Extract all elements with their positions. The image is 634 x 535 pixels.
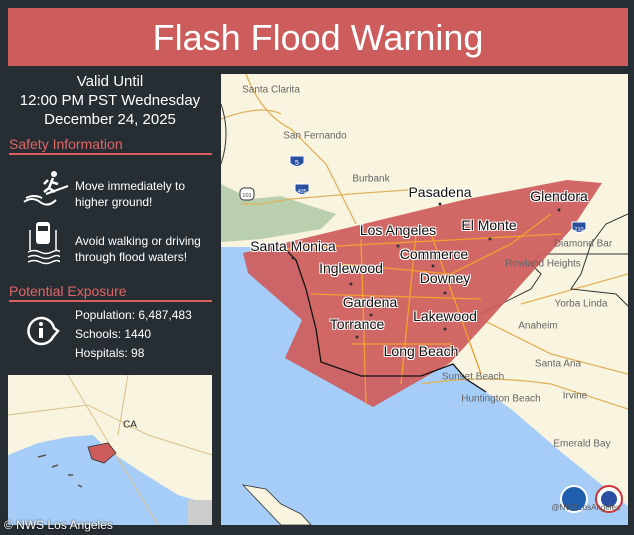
exposure-stats: Population: 6,487,483 Schools: 1440 Hosp… <box>75 306 192 363</box>
island <box>241 484 312 525</box>
inset-state-label: CA <box>123 419 137 431</box>
valid-time: 12:00 PM PST Wednesday <box>19 92 201 109</box>
credit: © NWS Los Angeles <box>4 518 113 532</box>
inset-map: CA <box>8 375 212 525</box>
city-label: Pasadena <box>408 184 472 200</box>
person-running-from-water-icon <box>23 171 69 206</box>
warning-map[interactable]: 5 405 101 210 Pasadena Glendora El Monte… <box>221 74 628 525</box>
safety-heading: Safety Information <box>9 136 212 155</box>
map-graphic <box>221 74 628 525</box>
noaa-nws-logos <box>560 485 623 513</box>
twitter-handle: @NWSLosAngeles <box>551 503 620 512</box>
schools: Schools: 1440 <box>75 327 152 341</box>
city-label: Inglewood <box>319 260 383 276</box>
city-label: Sunset Beach <box>441 371 505 383</box>
safety-item-2: Avoid walking or driving through flood wa… <box>75 233 201 265</box>
city-label: Downey <box>419 270 471 286</box>
city-label: Santa Clarita <box>242 84 300 96</box>
shield-label: 101 <box>242 193 251 199</box>
city-label: Anaheim <box>518 320 558 332</box>
city-label: Gardena <box>342 294 398 310</box>
city-label: Burbank <box>352 173 390 185</box>
shield-label: 5 <box>295 160 299 167</box>
safety-item-1: Move immediately to higher ground! <box>75 178 185 210</box>
city-label: Glendora <box>530 188 588 204</box>
county-line <box>480 213 628 315</box>
warning-roads <box>280 213 562 405</box>
car-in-flood-water-icon <box>27 222 60 265</box>
city-label: Santa Monica <box>250 238 336 254</box>
coastline <box>282 246 487 393</box>
safety-text: Avoid walking or driving <box>75 234 201 248</box>
exposure-heading: Potential Exposure <box>9 283 212 302</box>
us-101-shield-icon: 101 <box>239 187 255 201</box>
info-icon <box>27 316 60 346</box>
city-label: Torrance <box>329 316 385 332</box>
valid-date: December 24, 2025 <box>44 111 176 128</box>
city-label: Diamond Bar <box>553 238 613 250</box>
safety-text: Move immediately to <box>75 179 186 193</box>
ocean <box>221 247 628 525</box>
city-label: Long Beach <box>383 343 459 359</box>
city-label: Huntington Beach <box>461 393 541 405</box>
city-label: Yorba Linda <box>554 298 608 310</box>
safety-text: higher ground! <box>75 195 153 209</box>
city-label: Santa Ana <box>534 358 582 370</box>
hospitals: Hospitals: 98 <box>75 346 145 360</box>
inset-map-graphic <box>8 375 212 525</box>
city-label: Emerald Bay <box>553 438 611 450</box>
city-label: Rowland Heights <box>505 258 581 270</box>
city-label: Commerce <box>399 246 469 262</box>
safety-text: through flood waters! <box>75 250 188 264</box>
valid-until: Valid Until 12:00 PM PST Wednesday Decem… <box>0 72 220 129</box>
population: Population: 6,487,483 <box>75 308 192 322</box>
interstate-405-shield-icon: 405 <box>294 183 310 195</box>
page-title: Flash Flood Warning <box>8 8 628 66</box>
interstate-210-shield-icon: 210 <box>571 221 587 233</box>
shield-label: 405 <box>297 189 306 195</box>
city-label: Lakewood <box>413 308 477 324</box>
city-label: El Monte <box>461 217 517 233</box>
city-dots <box>291 202 561 339</box>
city-label: Irvine <box>562 390 588 402</box>
shield-label: 210 <box>574 227 583 233</box>
valid-label: Valid Until <box>76 73 144 90</box>
city-label: San Fernando <box>283 130 347 142</box>
interstate-5-shield-icon: 5 <box>289 155 305 167</box>
city-label: Los Angeles <box>359 222 437 238</box>
